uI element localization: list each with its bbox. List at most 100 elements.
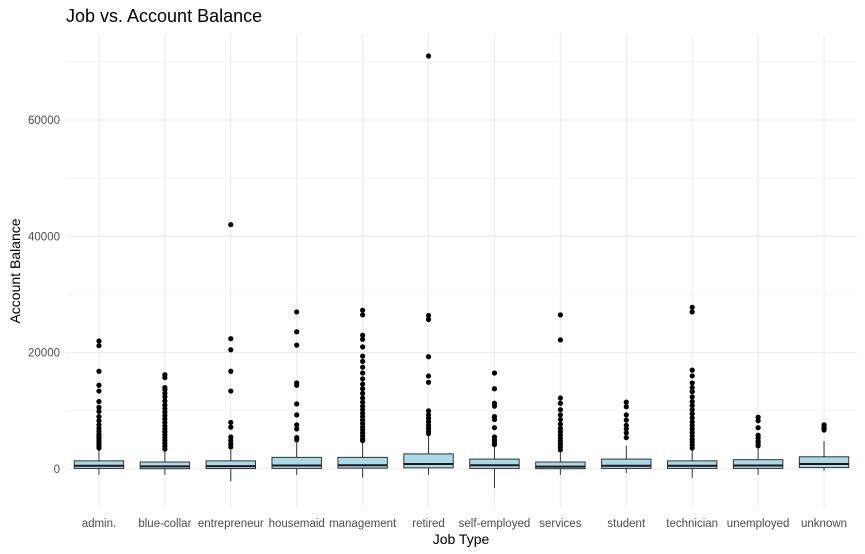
outlier-point bbox=[360, 376, 366, 382]
outlier-point bbox=[557, 400, 563, 406]
y-tick-label: 40000 bbox=[28, 231, 60, 243]
outlier-point bbox=[557, 447, 563, 453]
outlier-point bbox=[96, 388, 102, 394]
grid-lines bbox=[66, 34, 857, 508]
outlier-point bbox=[294, 342, 300, 348]
outlier-point bbox=[557, 412, 563, 418]
outlier-point bbox=[623, 430, 629, 436]
box-iqr bbox=[337, 456, 388, 469]
box-blue-collar bbox=[139, 372, 191, 475]
outlier-point bbox=[689, 304, 695, 310]
outlier-point bbox=[294, 437, 300, 443]
box-iqr bbox=[205, 460, 257, 470]
outlier-point bbox=[689, 398, 695, 405]
outlier-point bbox=[425, 373, 432, 379]
box-iqr bbox=[271, 456, 322, 469]
outlier-point bbox=[360, 399, 366, 405]
x-tick-label: unknown bbox=[801, 518, 847, 530]
outlier-point bbox=[228, 336, 234, 342]
outlier-point bbox=[491, 386, 498, 392]
x-tick-label: retired bbox=[412, 518, 445, 530]
outlier-point bbox=[294, 329, 300, 335]
outlier-point bbox=[360, 353, 366, 359]
x-axis-ticks: admin. blue-collar entrepreneur housemaid ma… bbox=[82, 518, 847, 530]
outlier-point bbox=[294, 412, 300, 418]
outlier-point bbox=[360, 386, 366, 392]
box-self-employed bbox=[469, 370, 520, 489]
outlier-point bbox=[689, 380, 695, 386]
outlier-point bbox=[491, 425, 498, 431]
outlier-point bbox=[228, 347, 234, 353]
x-tick-label: management bbox=[329, 518, 397, 530]
y-tick-label: 20000 bbox=[28, 348, 60, 360]
outlier-point bbox=[623, 399, 629, 405]
outlier-point bbox=[294, 401, 300, 407]
x-tick-label: admin. bbox=[82, 518, 117, 530]
outlier-point bbox=[689, 389, 695, 395]
x-tick-label: entrepreneur bbox=[198, 518, 264, 530]
outlier-point bbox=[491, 370, 498, 376]
outlier-point bbox=[689, 445, 695, 451]
outlier-point bbox=[96, 343, 102, 349]
outlier-point bbox=[96, 414, 102, 420]
outlier-point bbox=[162, 375, 168, 381]
chart-title: Job vs. Account Balance bbox=[66, 6, 262, 26]
outlier-point bbox=[623, 404, 629, 410]
box-iqr bbox=[666, 460, 718, 469]
outlier-point bbox=[689, 367, 695, 373]
outlier-point bbox=[360, 370, 366, 376]
outlier-point bbox=[557, 421, 563, 427]
box-student bbox=[601, 399, 652, 474]
y-tick-label: 60000 bbox=[28, 115, 60, 127]
box-iqr bbox=[798, 456, 850, 469]
box-iqr bbox=[73, 460, 125, 469]
outlier-point bbox=[360, 332, 366, 338]
x-tick-label: self-employed bbox=[459, 518, 531, 530]
plot-marks bbox=[73, 53, 850, 489]
box-iqr bbox=[139, 461, 191, 470]
outlier-point bbox=[689, 411, 695, 417]
outlier-point bbox=[294, 422, 300, 428]
outlier-point bbox=[689, 309, 695, 315]
outlier-point bbox=[96, 404, 102, 410]
outlier-point bbox=[425, 408, 432, 414]
outlier-point bbox=[755, 425, 761, 431]
outlier-point bbox=[162, 398, 168, 404]
box-retired bbox=[403, 53, 454, 475]
box-admin bbox=[73, 338, 125, 475]
outlier-point bbox=[360, 312, 366, 318]
outlier-point bbox=[557, 337, 563, 343]
box-iqr bbox=[732, 459, 784, 469]
outlier-point bbox=[228, 368, 234, 374]
outlier-point bbox=[821, 427, 827, 433]
outlier-point bbox=[425, 354, 432, 360]
outlier-point bbox=[228, 388, 234, 394]
outlier-point bbox=[360, 364, 366, 370]
outlier-point bbox=[294, 382, 300, 388]
box-technician bbox=[666, 304, 718, 478]
outlier-point bbox=[623, 434, 629, 441]
outlier-point bbox=[360, 437, 366, 444]
outlier-point bbox=[360, 358, 366, 364]
outlier-point bbox=[360, 390, 366, 396]
y-axis-ticks: 0 20000 40000 60000 bbox=[28, 115, 60, 476]
outlier-point bbox=[557, 407, 563, 413]
x-axis-title: Job Type bbox=[433, 531, 490, 547]
outlier-point bbox=[228, 222, 234, 228]
box-iqr bbox=[535, 461, 586, 470]
x-tick-label: unemployed bbox=[727, 518, 790, 530]
x-tick-label: housemaid bbox=[269, 518, 325, 530]
outlier-point bbox=[96, 338, 102, 344]
box-iqr bbox=[403, 453, 454, 469]
outlier-point bbox=[360, 344, 366, 350]
outlier-point bbox=[557, 416, 563, 423]
outlier-point bbox=[491, 403, 498, 409]
outlier-point bbox=[689, 402, 695, 409]
box-entrepreneur bbox=[205, 222, 257, 482]
outlier-point bbox=[557, 395, 563, 401]
box-services bbox=[535, 312, 586, 475]
outlier-point bbox=[96, 418, 102, 424]
outlier-point bbox=[425, 53, 432, 59]
outlier-point bbox=[96, 398, 102, 405]
outlier-point bbox=[96, 408, 102, 415]
